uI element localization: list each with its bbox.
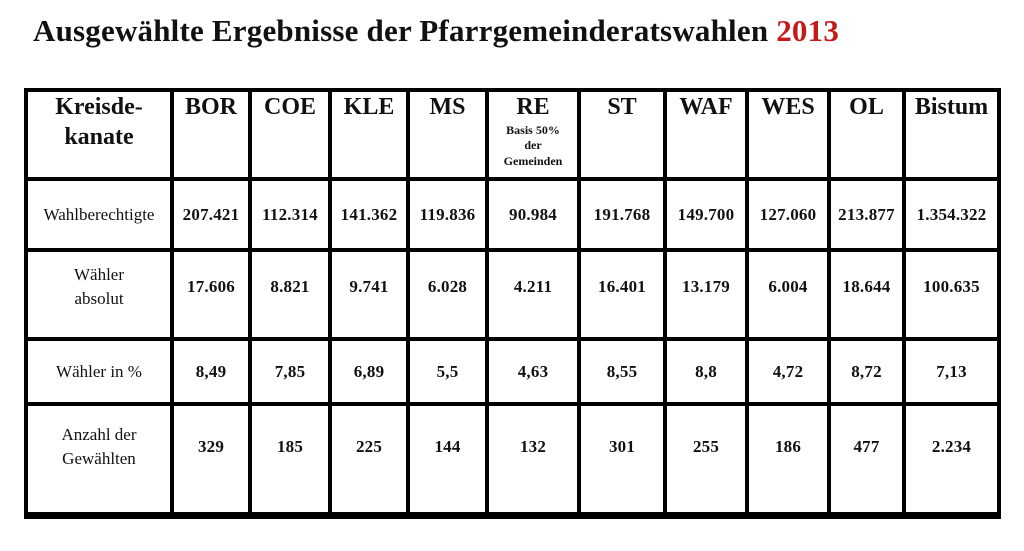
column-header-label: MS: [429, 94, 466, 120]
cell-value: 18.644: [827, 248, 906, 341]
results-table: Kreisde-kanate BOR COE KLE MS RE Basis 50% der G…: [24, 88, 1001, 519]
column-header-label: ST: [607, 94, 637, 120]
cell-value: 477: [827, 402, 906, 519]
row-label-line: Wahlberechtigte: [43, 204, 155, 224]
corner-header-line: kanate: [64, 124, 134, 150]
cell-value: 213.877: [827, 177, 906, 252]
header-row: Kreisde-kanate BOR COE KLE MS RE Basis 50% der G…: [24, 88, 1001, 181]
cell-value: 225: [328, 402, 410, 519]
cell-value: 8,49: [170, 337, 252, 406]
column-header-coe: COE: [248, 88, 332, 181]
page-title: Ausgewählte Ergebnisse der Pfarrgemeinde…: [33, 13, 839, 49]
cell-value: 141.362: [328, 177, 410, 252]
cell-value: 191.768: [577, 177, 667, 252]
cell-value: 255: [663, 402, 749, 519]
row-label-line: Gewählten: [62, 448, 136, 468]
cell-value: 119.836: [406, 177, 489, 252]
table-row: Wähler in % 8,49 7,85 6,89 5,5 4,63 8,55 8,8 4,7…: [24, 337, 1001, 406]
column-header-sublabel-line: der: [524, 138, 542, 153]
cell-value: 100.635: [902, 248, 1001, 341]
cell-value: 185: [248, 402, 332, 519]
row-label: Wähler in %: [24, 337, 174, 406]
row-label: Wahlberechtigte: [24, 177, 174, 252]
column-header-waf: WAF: [663, 88, 749, 181]
cell-value: 8,8: [663, 337, 749, 406]
column-header-wes: WES: [745, 88, 831, 181]
row-label-line: absolut: [74, 288, 124, 308]
cell-value: 207.421: [170, 177, 252, 252]
cell-value: 144: [406, 402, 489, 519]
cell-value: 132: [485, 402, 581, 519]
column-header-re: RE Basis 50% der Gemeinden: [485, 88, 581, 181]
row-label-line: Wähler: [73, 264, 125, 284]
row-label-line: Wähler in %: [56, 361, 142, 381]
cell-value: 2.234: [902, 402, 1001, 519]
column-header-label: RE: [516, 94, 550, 120]
cell-value: 90.984: [485, 177, 581, 252]
cell-value: 9.741: [328, 248, 410, 341]
cell-value: 6,89: [328, 337, 410, 406]
cell-value: 149.700: [663, 177, 749, 252]
cell-value: 4,63: [485, 337, 581, 406]
column-header-label: OL: [849, 94, 884, 120]
table-row: Wahlberechtigte 207.421 112.314 141.362 119.…: [24, 177, 1001, 252]
column-header-sublabel-line: Basis 50%: [506, 123, 560, 137]
column-header-label: WES: [761, 94, 815, 120]
cell-value: 6.004: [745, 248, 831, 341]
cell-value: 16.401: [577, 248, 667, 341]
row-label: Wähler absolut: [24, 248, 174, 341]
column-header-kle: KLE: [328, 88, 410, 181]
table-header: Kreisde-kanate BOR COE KLE MS RE Basis 50% der G…: [24, 88, 1001, 181]
column-header-st: ST: [577, 88, 667, 181]
column-header-sublabel-line: Gemeinden: [503, 153, 563, 168]
cell-value: 186: [745, 402, 831, 519]
table-body: Wahlberechtigte 207.421 112.314 141.362 119.…: [24, 177, 1001, 519]
cell-value: 5,5: [406, 337, 489, 406]
row-label-line: Anzahl der: [61, 424, 137, 444]
column-header-label: KLE: [343, 94, 395, 120]
cell-value: 8.821: [248, 248, 332, 341]
column-header-bistum: Bistum: [902, 88, 1001, 181]
column-header-label: BOR: [184, 94, 237, 120]
column-header-label: Bistum: [914, 94, 989, 120]
column-header-label: COE: [263, 94, 316, 120]
cell-value: 112.314: [248, 177, 332, 252]
column-header-ms: MS: [406, 88, 489, 181]
table-row: Anzahl der Gewählten 329 185 225 144 132 301 255…: [24, 402, 1001, 519]
cell-value: 301: [577, 402, 667, 519]
cell-value: 1.354.322: [902, 177, 1001, 252]
corner-header-kreisdekanate: Kreisde-kanate: [24, 88, 174, 181]
column-header-bor: BOR: [170, 88, 252, 181]
cell-value: 8,55: [577, 337, 667, 406]
cell-value: 8,72: [827, 337, 906, 406]
page-title-main: Ausgewählte Ergebnisse der Pfarrgemeinde…: [33, 13, 769, 48]
cell-value: 4.211: [485, 248, 581, 341]
column-header-ol: OL: [827, 88, 906, 181]
column-header-label: WAF: [679, 94, 733, 120]
cell-value: 7,13: [902, 337, 1001, 406]
cell-value: 7,85: [248, 337, 332, 406]
cell-value: 4,72: [745, 337, 831, 406]
cell-value: 13.179: [663, 248, 749, 341]
cell-value: 6.028: [406, 248, 489, 341]
cell-value: 17.606: [170, 248, 252, 341]
cell-value: 127.060: [745, 177, 831, 252]
cell-value: 329: [170, 402, 252, 519]
corner-header-line: Kreisde-: [55, 94, 143, 120]
page-title-year: 2013: [776, 13, 840, 48]
row-label: Anzahl der Gewählten: [24, 402, 174, 519]
table-row: Wähler absolut 17.606 8.821 9.741 6.028 4.211 1…: [24, 248, 1001, 341]
